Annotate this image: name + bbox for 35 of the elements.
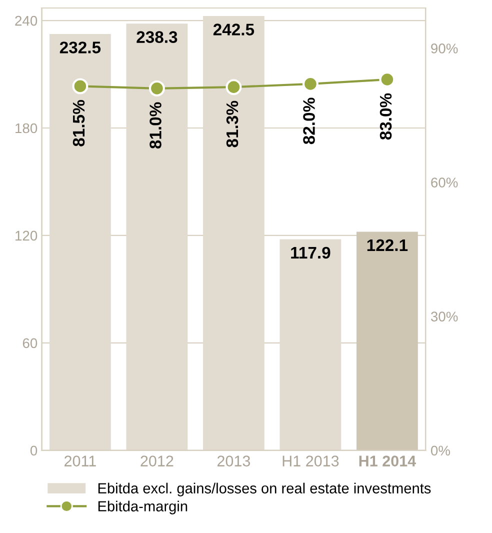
data-label: 238.3 <box>136 31 178 44</box>
bar <box>280 239 342 450</box>
y-tick-label: 0 <box>30 446 38 456</box>
data-label: 83.0% <box>380 93 392 140</box>
bar <box>203 16 264 450</box>
data-label: 82.0% <box>303 98 315 144</box>
y2-tick-label: 60% <box>431 178 458 188</box>
x-tick-label: 2013 <box>217 456 250 466</box>
data-label: 242.5 <box>213 24 254 36</box>
data-label: 81.0% <box>150 102 162 149</box>
x-tick-label: 2011 <box>64 456 96 466</box>
data-label: 232.5 <box>60 42 101 54</box>
y2-tick-label: 90% <box>431 44 458 54</box>
bar <box>126 24 188 450</box>
bar <box>49 34 111 450</box>
y2-tick-label: 30% <box>430 312 458 322</box>
data-label: 117.9 <box>291 246 330 259</box>
x-tick-label: H1 2014 <box>359 456 416 466</box>
y-tick-label: 180 <box>16 123 38 134</box>
bar <box>356 232 418 450</box>
y-tick-label: 240 <box>15 16 38 26</box>
x-tick-label: H1 2013 <box>282 456 339 466</box>
data-label: 81.3% <box>226 100 238 148</box>
y-tick-label: 120 <box>16 230 38 241</box>
x-tick-label: 2012 <box>140 456 174 466</box>
data-label: 122.1 <box>367 239 408 251</box>
y2-tick-label: 0% <box>430 446 450 456</box>
point <box>226 79 242 96</box>
point <box>379 72 396 88</box>
legend-label: Ebitda excl. gains/losses on real estate investments <box>98 482 431 496</box>
point <box>72 78 88 94</box>
point <box>148 80 165 96</box>
legend-label: Ebitda-margin <box>98 500 188 514</box>
data-label: 81.5% <box>72 100 85 146</box>
y-tick-label: 60 <box>22 338 38 348</box>
